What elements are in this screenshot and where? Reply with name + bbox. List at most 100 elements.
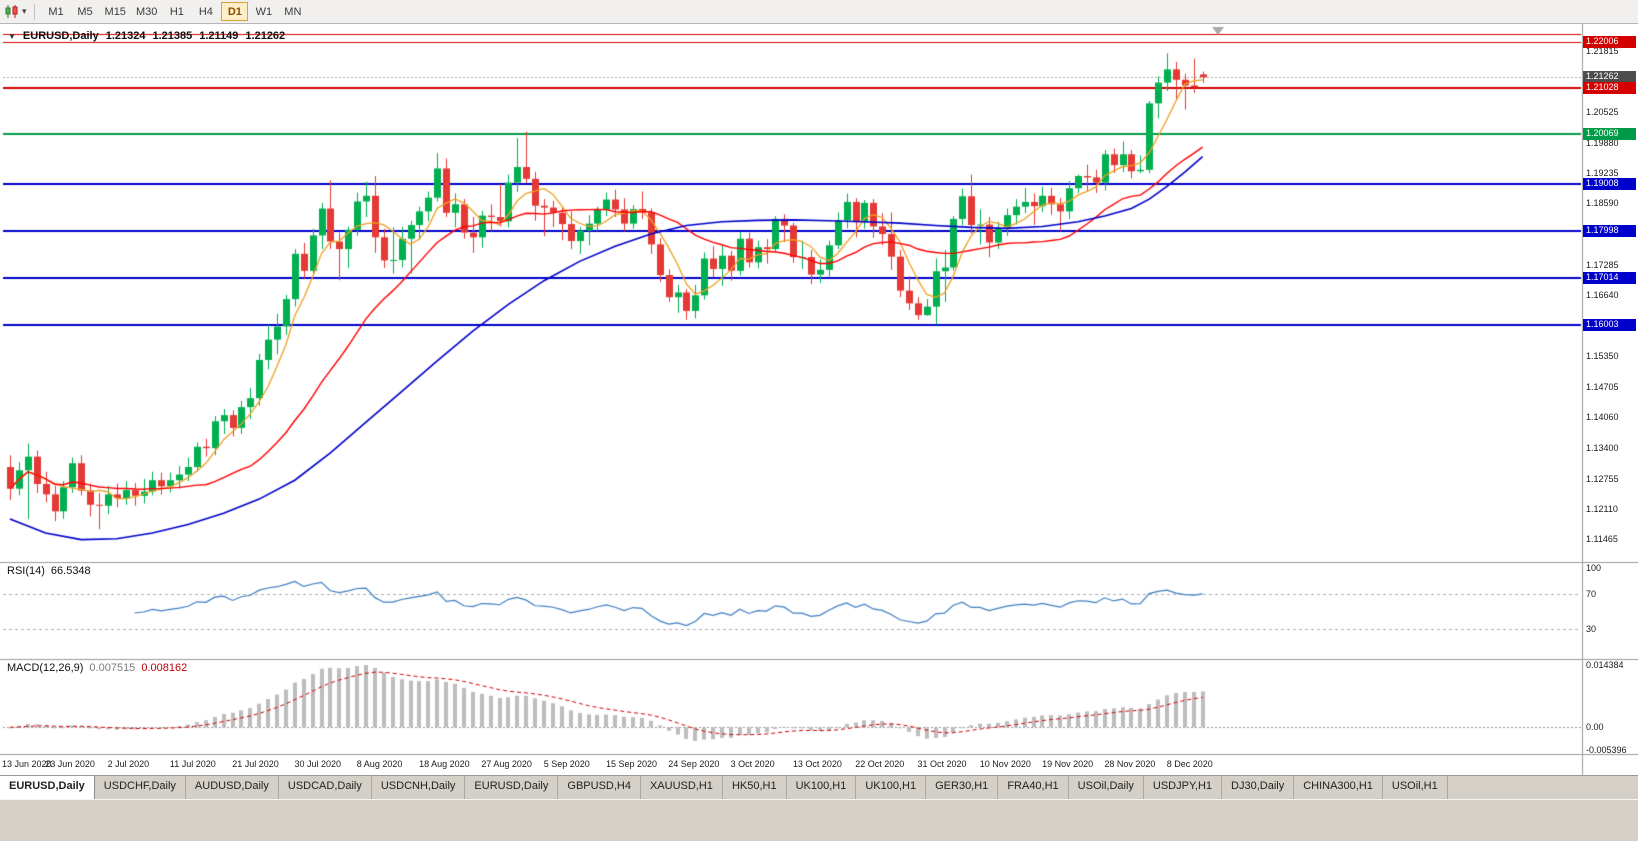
macd-name: MACD(12,26,9) [7,662,84,674]
macd-main-value: 0.007515 [89,662,136,674]
date-axis-label: 10 Nov 2020 [979,759,1031,769]
candlestick-chart-icon[interactable] [5,5,20,18]
chart-tab[interactable]: UK100,H1 [856,776,927,799]
macd-signal-value: 0.008162 [141,662,188,674]
price-level-tag: 1.19008 [1583,177,1636,190]
price-tick-label: 1.12755 [1586,473,1619,484]
rsi-name: RSI(14) [7,565,45,577]
chart-tab[interactable]: CHINA300,H1 [1294,776,1383,799]
price-tick-label: 1.12110 [1586,504,1618,514]
date-axis-label: 11 Jul 2020 [169,759,216,769]
price-tick-label: 1.21815 [1586,46,1619,57]
price-level-tag: 1.17998 [1583,225,1636,238]
price-tick-label: 1.13400 [1586,443,1619,454]
chart-tab[interactable]: USDJPY,H1 [1143,776,1223,799]
timeframe-button-d1[interactable]: D1 [221,2,249,22]
price-level-tag: 1.20069 [1583,127,1636,140]
timeframe-button-group: M1 M5 M15 M30 H1 H4 D1 W1 MN [42,2,308,22]
rsi-axis-label: 70 [1586,589,1597,600]
chart-tab[interactable]: GBPUSD,H4 [558,776,641,799]
price-level-tag: 1.22006 [1583,36,1636,49]
timeframe-button-m1[interactable]: M1 [43,2,70,21]
date-axis-label: 30 Jul 2020 [294,759,342,769]
macd-axis-label: -0.005396 [1586,745,1627,755]
timeframe-button-m30[interactable]: M30 [132,2,161,21]
price-tick-label: 1.16640 [1586,290,1619,301]
date-axis-label: 2 Jul 2020 [107,759,150,769]
chart-tab[interactable]: EURUSD,Daily [465,776,559,799]
rsi-value: 66.5348 [50,565,91,577]
chart-tab[interactable]: AUDUSD,Daily [185,776,279,799]
date-axis-label: 23 Jun 2020 [45,759,95,769]
date-axis-label: 13 Oct 2020 [792,759,842,769]
panel-resize-handle[interactable] [0,657,1582,662]
panel-resize-handle[interactable] [0,560,1582,565]
price-tick-label: 1.19880 [1586,137,1619,148]
date-axis-label: 27 Aug 2020 [481,759,532,769]
toolbar-separator [33,3,35,20]
symbol-period-label: EURUSD,Daily [22,30,99,42]
chart-tab[interactable]: DJ30,Daily [1222,776,1295,799]
chart-tab[interactable]: HK50,H1 [722,776,787,799]
chart-tab[interactable]: UK100,H1 [786,776,857,799]
date-axis-label: 19 Nov 2020 [1042,759,1094,769]
timeframe-button-w1[interactable]: W1 [250,2,277,21]
price-tick-label: 1.15350 [1586,351,1619,362]
macd-axis-label: 0.014384 [1586,660,1624,670]
date-axis-label: 21 Jul 2020 [232,759,279,769]
chart-type-dropdown-caret-icon[interactable]: ▾ [22,6,27,16]
chart-tabs-bar: EURUSD,Daily USDCHF,Daily AUDUSD,Daily USDC… [0,775,1638,799]
price-level-tag: 1.17014 [1583,271,1636,284]
price-tick-label: 1.17285 [1586,259,1619,270]
rsi-axis-label: 100 [1586,563,1602,573]
quote-low: 1.21149 [199,30,239,42]
quote-open: 1.21324 [105,30,146,42]
price-level-tag: 1.21262 [1583,71,1636,84]
price-tick-label: 1.11465 [1586,534,1618,545]
price-tick-label: 1.14705 [1586,381,1619,392]
chart-tab[interactable]: XAUUSD,H1 [640,776,723,799]
timeframe-button-h1[interactable]: H1 [163,2,190,21]
chart-tab[interactable]: GER30,H1 [926,776,999,799]
price-level-tag: 1.21028 [1583,82,1636,95]
date-axis-label: 8 Dec 2020 [1166,759,1213,769]
date-axis-label: 8 Aug 2020 [356,759,403,769]
chart-tab[interactable]: USDCHF,Daily [94,776,186,799]
timeframe-button-mn[interactable]: MN [279,2,306,21]
chart-tab[interactable]: USDCNH,Daily [371,776,466,799]
date-axis-label: 18 Aug 2020 [419,759,470,769]
chart-tab[interactable]: USOil,H1 [1382,776,1448,799]
date-axis-label: 28 Nov 2020 [1104,759,1156,769]
chart-tab[interactable]: EURUSD,Daily [0,776,95,799]
date-axis-label: 13 Jun 2020 [2,759,52,769]
date-axis-label: 15 Sep 2020 [606,759,658,769]
price-tick-label: 1.19235 [1586,167,1619,178]
status-strip [0,799,1638,841]
price-tick-label: 1.20525 [1586,107,1619,118]
timeframe-button-m5[interactable]: M5 [72,2,99,21]
chart-title: ▼ EURUSD,Daily 1.21324 1.21385 1.21149 1… [8,30,292,42]
timeframe-button-h4[interactable]: H4 [192,2,219,21]
date-axis-label: 31 Oct 2020 [917,759,967,769]
timeframe-button-m15[interactable]: M15 [101,2,130,21]
rsi-axis-label: 30 [1586,623,1597,634]
rsi-indicator-label: RSI(14) 66.5348 [7,565,97,577]
price-tick-label: 1.14060 [1586,412,1619,423]
chart-tab[interactable]: FRA40,H1 [998,776,1069,799]
date-axis-label: 24 Sep 2020 [668,759,720,769]
date-axis-label: 3 Oct 2020 [730,759,775,769]
date-axis-label: 5 Sep 2020 [543,759,590,769]
chart-tab[interactable]: USOil,Daily [1068,776,1144,799]
quote-high: 1.21385 [152,30,193,42]
quote-close: 1.21262 [245,30,286,42]
price-level-tag: 1.16003 [1583,319,1636,332]
macd-axis-label: 0.00 [1586,722,1604,733]
chart-tab[interactable]: USDCAD,Daily [278,776,372,799]
price-tick-label: 1.18590 [1586,198,1619,209]
timeframe-toolbar: ▾ M1 M5 M15 M30 H1 H4 D1 W1 MN [0,0,1638,24]
macd-indicator-label: MACD(12,26,9) 0.007515 0.008162 [7,662,193,674]
date-axis-label: 22 Oct 2020 [855,759,905,769]
collapse-indicator-icon[interactable]: ▼ [8,31,16,41]
